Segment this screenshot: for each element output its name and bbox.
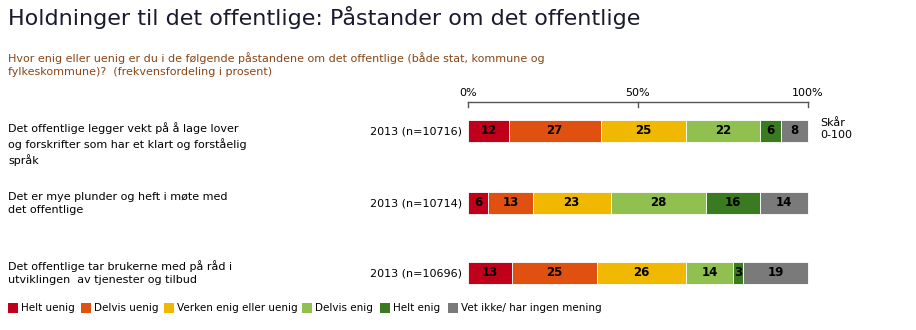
Text: 27: 27 xyxy=(547,124,562,138)
Bar xyxy=(488,192,532,214)
Bar xyxy=(685,120,760,142)
Text: 14: 14 xyxy=(776,196,792,210)
Text: 3: 3 xyxy=(735,267,742,280)
Text: 19: 19 xyxy=(768,267,784,280)
Bar xyxy=(597,262,685,284)
Text: 13: 13 xyxy=(482,267,498,280)
Bar xyxy=(468,262,512,284)
Text: 25: 25 xyxy=(635,124,651,138)
Text: 50%: 50% xyxy=(626,88,650,98)
Bar xyxy=(611,192,706,214)
Bar xyxy=(706,192,760,214)
Bar xyxy=(744,262,808,284)
Bar xyxy=(508,120,601,142)
Bar xyxy=(8,303,18,313)
Text: 25: 25 xyxy=(547,267,563,280)
Text: 13: 13 xyxy=(502,196,518,210)
Text: 16: 16 xyxy=(725,196,741,210)
Text: Helt uenig: Helt uenig xyxy=(21,303,75,313)
Text: Det offentlige legger vekt på å lage lover
og forskrifter som har et klart og fo: Det offentlige legger vekt på å lage lov… xyxy=(8,122,246,166)
Bar xyxy=(468,120,508,142)
Text: 2013 (n=10714): 2013 (n=10714) xyxy=(370,198,462,208)
Text: Delvis uenig: Delvis uenig xyxy=(94,303,158,313)
Bar xyxy=(760,192,808,214)
Text: 2013 (n=10716): 2013 (n=10716) xyxy=(370,126,462,136)
Text: Det offentlige tar brukerne med på råd i
utviklingen  av tjenester og tilbud: Det offentlige tar brukerne med på råd i… xyxy=(8,260,232,285)
Text: Helt enig: Helt enig xyxy=(393,303,440,313)
Text: Delvis enig: Delvis enig xyxy=(315,303,373,313)
Bar xyxy=(380,303,390,313)
Bar xyxy=(780,120,808,142)
Bar xyxy=(601,120,685,142)
Text: 12: 12 xyxy=(480,124,496,138)
Text: 100%: 100% xyxy=(792,88,823,98)
Bar xyxy=(81,303,91,313)
Text: 6: 6 xyxy=(474,196,483,210)
Bar xyxy=(302,303,312,313)
Text: 28: 28 xyxy=(650,196,667,210)
Text: 6: 6 xyxy=(767,124,775,138)
Text: 0%: 0% xyxy=(459,88,477,98)
Bar xyxy=(468,192,488,214)
Text: 2013 (n=10696): 2013 (n=10696) xyxy=(370,268,462,278)
Text: Det er mye plunder og heft i møte med
det offentlige: Det er mye plunder og heft i møte med de… xyxy=(8,192,227,215)
Bar xyxy=(512,262,597,284)
Text: Verken enig eller uenig: Verken enig eller uenig xyxy=(177,303,298,313)
Text: 26: 26 xyxy=(633,267,649,280)
Bar xyxy=(760,120,780,142)
Text: 8: 8 xyxy=(791,124,799,138)
Text: Holdninger til det offentlige: Påstander om det offentlige: Holdninger til det offentlige: Påstander… xyxy=(8,6,640,29)
Bar xyxy=(733,262,744,284)
Text: 14: 14 xyxy=(702,267,717,280)
Text: Skår
0-100: Skår 0-100 xyxy=(820,118,852,140)
Text: Hvor enig eller uenig er du i de følgende påstandene om det offentlige (både sta: Hvor enig eller uenig er du i de følgend… xyxy=(8,52,545,77)
Text: 23: 23 xyxy=(563,196,580,210)
Text: 22: 22 xyxy=(714,124,731,138)
Bar xyxy=(164,303,174,313)
Bar xyxy=(448,303,458,313)
Bar xyxy=(685,262,733,284)
Bar xyxy=(532,192,611,214)
Text: Vet ikke/ har ingen mening: Vet ikke/ har ingen mening xyxy=(461,303,602,313)
